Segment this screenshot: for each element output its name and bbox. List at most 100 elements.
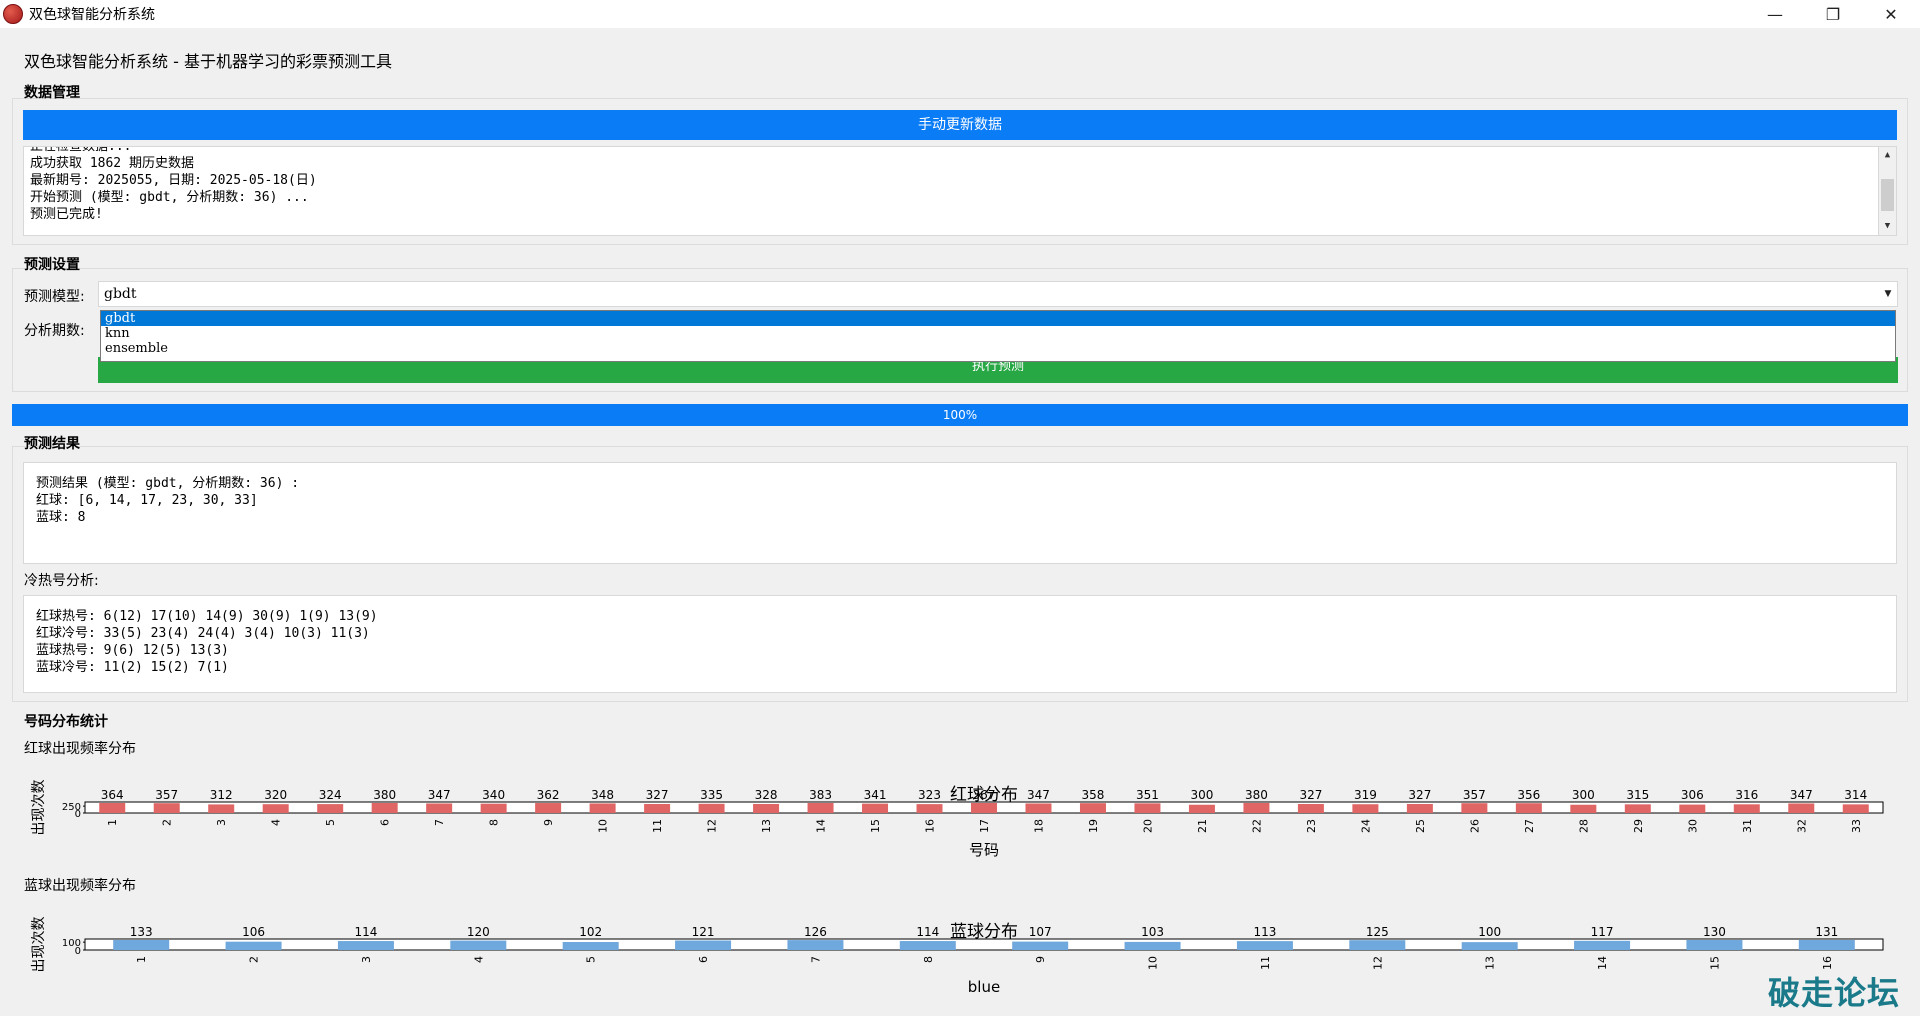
model-dropdown-list[interactable]: gbdt knn ensemble	[100, 310, 1896, 362]
bar-value-label: 315	[1626, 788, 1649, 802]
model-option-ensemble[interactable]: ensemble	[105, 341, 168, 356]
red-chart-panel: 出现次数 0 250 364 1 357 2 312 3 320 4 324 5 380 6 347 7 340 8…	[23, 760, 1897, 870]
blue-chart-label: 蓝球出现频率分布	[24, 878, 136, 894]
bar	[1624, 804, 1651, 813]
bar	[450, 940, 507, 950]
y-tick-label: 0	[75, 809, 81, 820]
bar	[1025, 803, 1052, 813]
log-line: 正在检查数据...	[30, 146, 132, 154]
bar-value-label: 348	[591, 788, 614, 802]
x-tick-label: 7	[433, 819, 446, 826]
model-label: 预测模型:	[24, 289, 85, 305]
y-tick-label: 250	[62, 802, 81, 813]
bar-value-label: 347	[1027, 788, 1050, 802]
x-tick-label: 21	[1196, 819, 1209, 833]
results-textarea[interactable]: 预测结果 (模型: gbdt, 分析期数: 36) : 红球: [6, 14, 1…	[23, 462, 1897, 564]
log-line: 开始预测 (模型: gbdt, 分析期数: 36) ...	[30, 190, 309, 205]
hot-cold-line: 红球冷号: 33(5) 23(4) 24(4) 3(4) 10(3) 11(3)	[36, 626, 370, 641]
x-tick-label: 33	[1850, 819, 1863, 833]
bar	[1352, 804, 1379, 813]
x-tick-label: 13	[1484, 956, 1497, 970]
x-tick-label: 32	[1795, 819, 1808, 833]
log-scrollbar[interactable]: ▲ ▼	[1878, 147, 1896, 235]
x-tick-label: 10	[597, 819, 610, 833]
bar	[113, 940, 170, 950]
maximize-button[interactable]: ❐	[1825, 4, 1841, 24]
bar-value-label: 319	[1354, 788, 1377, 802]
bar	[262, 804, 289, 813]
bar-value-label: 314	[1844, 788, 1867, 802]
bar-value-label: 358	[1082, 788, 1105, 802]
bar	[807, 803, 834, 813]
x-tick-label: 30	[1686, 819, 1699, 833]
bar	[535, 803, 562, 813]
hot-cold-line: 蓝球冷号: 11(2) 15(2) 7(1)	[36, 660, 229, 675]
x-tick-label: 24	[1359, 819, 1372, 833]
model-select[interactable]: gbdt ▼	[98, 281, 1898, 307]
model-option-gbdt[interactable]: gbdt	[101, 311, 1895, 326]
bar	[862, 803, 889, 813]
x-tick-label: 3	[360, 956, 373, 963]
plot-frame	[84, 938, 1884, 951]
bar-value-label: 121	[692, 925, 715, 939]
progress-label: 100%	[942, 408, 978, 422]
red-chart-label: 红球出现频率分布	[24, 741, 136, 757]
bar-value-label: 312	[210, 788, 233, 802]
bar-value-label: 383	[809, 788, 832, 802]
bar-value-label: 362	[537, 788, 560, 802]
window-controls: — ❐ ✕	[1746, 0, 1920, 28]
log-textarea[interactable]: 正在检查数据... 成功获取 1862 期历史数据 最新期号: 2025055, 日…	[23, 146, 1897, 236]
scroll-up-icon[interactable]: ▲	[1884, 150, 1891, 160]
hot-cold-label: 冷热号分析:	[24, 573, 99, 589]
result-line: 红球: [6, 14, 17, 23, 30, 33]	[36, 493, 258, 508]
scroll-down-icon[interactable]: ▼	[1884, 221, 1891, 231]
close-button[interactable]: ✕	[1884, 4, 1898, 24]
app-logo-icon	[3, 4, 23, 24]
bar	[225, 941, 282, 950]
x-tick-label: 14	[815, 819, 828, 833]
bar	[1297, 804, 1324, 813]
bar-value-label: 320	[264, 788, 287, 802]
x-tick-label: 29	[1632, 819, 1645, 833]
x-tick-label: 5	[585, 956, 598, 963]
model-option-knn[interactable]: knn	[105, 326, 130, 341]
x-tick-label: 27	[1523, 819, 1536, 833]
red-ball-chart: 出现次数 025036413572312332043245380634773408…	[31, 780, 1884, 859]
bar	[916, 804, 943, 813]
update-data-button[interactable]: 手动更新数据	[23, 110, 1897, 140]
x-tick-label: 15	[869, 819, 882, 833]
x-tick-label: 16	[1821, 956, 1834, 970]
x-tick-label: 28	[1577, 819, 1590, 833]
scroll-thumb[interactable]	[1881, 179, 1894, 211]
bar-value-label: 328	[755, 788, 778, 802]
bar-value-label: 323	[918, 788, 941, 802]
bar-value-label: 306	[1681, 788, 1704, 802]
bar	[1842, 804, 1869, 813]
bar	[1243, 803, 1270, 813]
bar	[1124, 941, 1181, 950]
x-tick-label: 25	[1414, 819, 1427, 833]
bar	[1461, 942, 1518, 950]
bar-value-label: 103	[1141, 925, 1164, 939]
periods-label: 分析期数:	[24, 323, 85, 339]
y-tick-label: 0	[75, 946, 81, 957]
x-tick-label: 3	[215, 819, 228, 826]
x-axis-label: 号码	[969, 841, 999, 859]
bar-value-label: 114	[354, 925, 377, 939]
minimize-button[interactable]: —	[1767, 4, 1783, 24]
bar-value-label: 341	[864, 788, 887, 802]
bar-value-label: 357	[155, 788, 178, 802]
bar	[1134, 803, 1161, 813]
x-tick-label: 10	[1147, 956, 1160, 970]
bar	[562, 941, 619, 950]
bar-value-label: 125	[1366, 925, 1389, 939]
bar	[1079, 803, 1106, 813]
hot-cold-textarea[interactable]: 红球热号: 6(12) 17(10) 14(9) 30(9) 1(9) 13(9…	[23, 595, 1897, 693]
x-tick-label: 9	[1034, 956, 1047, 963]
x-axis-label: blue	[968, 978, 1000, 996]
x-tick-label: 11	[651, 819, 664, 833]
log-lines: 正在检查数据... 成功获取 1862 期历史数据 最新期号: 2025055, 日…	[30, 146, 1890, 223]
bar-value-label: 300	[1572, 788, 1595, 802]
x-tick-label: 12	[706, 819, 719, 833]
chevron-down-icon[interactable]: ▼	[1884, 289, 1892, 299]
